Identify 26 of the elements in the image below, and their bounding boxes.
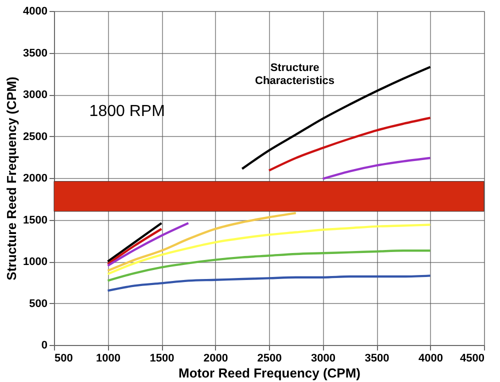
x-tick-label: 2500 <box>257 352 282 364</box>
line-series <box>106 212 297 272</box>
x-tick-label: 500 <box>54 352 73 364</box>
annotation: 1800 RPM <box>89 103 165 120</box>
y-tick-label: 1500 <box>23 214 48 226</box>
x-tick-label: 3000 <box>311 352 336 364</box>
x-tick-label: 3500 <box>364 352 390 364</box>
y-tick-label: 0 <box>41 340 48 352</box>
line-series <box>106 274 432 292</box>
x-tick-label: 1500 <box>150 352 174 364</box>
y-tick-label: 3000 <box>23 89 48 101</box>
y-tick-label: 2500 <box>23 130 48 143</box>
y-tick-label: 1000 <box>23 256 48 268</box>
x-tick-label: 4000 <box>418 352 443 364</box>
y-tick-label: 3500 <box>23 47 48 60</box>
annotation: Structure Characteristics <box>255 62 335 87</box>
x-tick-label: 2000 <box>204 352 228 364</box>
line-series <box>106 224 432 276</box>
y-axis-title: Structure Reed Frequency (CPM) <box>4 76 20 280</box>
x-axis-title: Motor Reed Frequency (CPM) <box>178 366 361 380</box>
x-tick-label: 1000 <box>96 352 120 364</box>
line-series <box>106 250 432 282</box>
y-tick-label: 500 <box>29 298 48 310</box>
x-tick-label: 4500 <box>460 352 484 364</box>
y-tick-label: 2000 <box>23 172 48 184</box>
y-tick-label: 4000 <box>23 6 48 18</box>
